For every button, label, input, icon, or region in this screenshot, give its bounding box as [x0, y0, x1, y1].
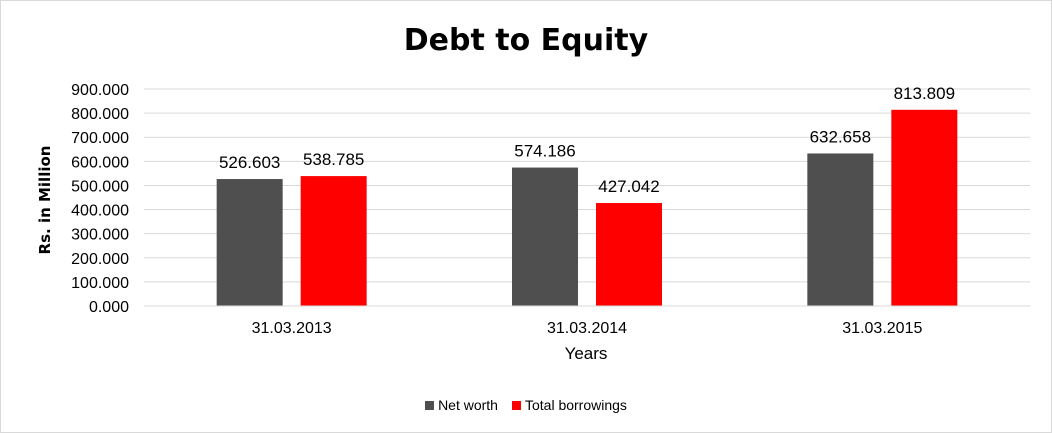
legend-label-net-worth: Net worth — [438, 397, 498, 413]
bar — [512, 167, 578, 306]
y-tick-label: 0.000 — [89, 299, 129, 316]
data-label: 813.809 — [894, 84, 955, 103]
x-tick-label: 31.03.2013 — [252, 320, 332, 337]
y-tick-label: 200.000 — [71, 251, 129, 268]
bar — [596, 203, 662, 306]
legend-swatch-total-borrowings — [511, 400, 521, 410]
bar — [300, 176, 367, 306]
x-tick-label: 31.03.2014 — [547, 320, 627, 337]
y-tick-label: 700.000 — [71, 130, 129, 147]
data-label: 427.042 — [598, 177, 659, 196]
x-axis-label: Years — [564, 344, 608, 363]
data-label: 632.658 — [810, 127, 871, 146]
data-label: 526.603 — [219, 153, 280, 172]
y-tick-label: 600.000 — [71, 154, 129, 171]
y-tick-label: 100.000 — [71, 275, 129, 292]
bar — [216, 179, 283, 306]
y-tick-label: 300.000 — [71, 227, 129, 244]
legend-label-total-borrowings: Total borrowings — [524, 397, 627, 413]
legend-item-total-borrowings: Total borrowings — [511, 397, 627, 413]
y-tick-label: 800.000 — [71, 106, 129, 123]
y-tick-label: 400.000 — [71, 203, 129, 220]
legend: Net worth Total borrowings — [1, 397, 1051, 413]
legend-item-net-worth: Net worth — [425, 397, 498, 413]
bar — [891, 109, 958, 306]
legend-swatch-net-worth — [425, 400, 435, 410]
x-tick-label: 31.03.2015 — [842, 320, 922, 337]
y-tick-label: 500.000 — [71, 178, 129, 195]
data-label: 538.785 — [303, 150, 364, 169]
chart-title: Debt to Equity — [403, 23, 649, 58]
y-tick-label: 900.000 — [71, 82, 129, 99]
bar — [807, 153, 874, 306]
data-label: 574.186 — [514, 142, 575, 161]
